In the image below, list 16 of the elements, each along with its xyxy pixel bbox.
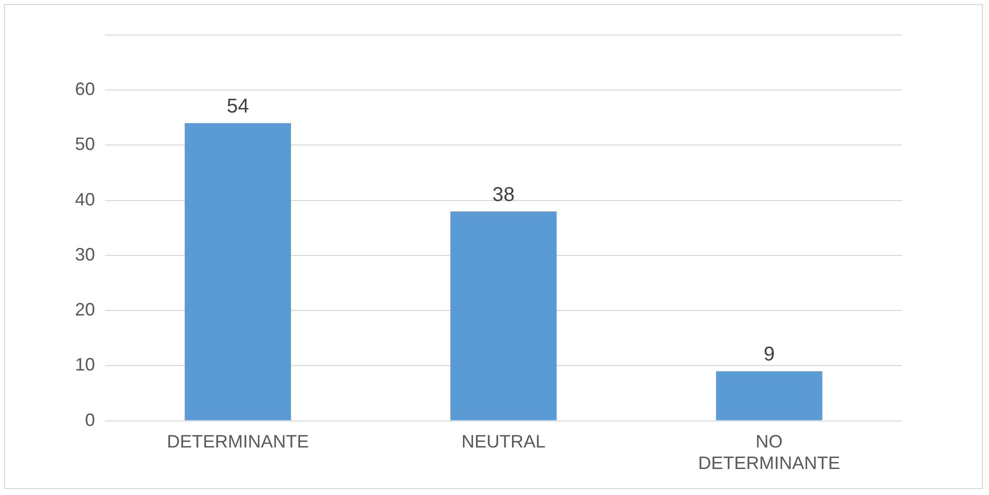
x-tick-label: NO DETERMINANTE xyxy=(698,432,840,474)
y-tick-label: 50 xyxy=(74,134,96,154)
y-tick-label: 40 xyxy=(74,189,96,210)
data-label: 38 xyxy=(492,184,515,206)
y-tick-label: 10 xyxy=(74,354,96,375)
data-label: 54 xyxy=(226,96,249,118)
y-tick-label: 30 xyxy=(74,244,96,264)
bar xyxy=(716,371,822,420)
data-label: 9 xyxy=(764,344,775,366)
bar xyxy=(450,211,557,420)
y-tick-label: 0 xyxy=(85,410,96,430)
y-tick-label: 60 xyxy=(74,79,96,100)
y-tick-label: 20 xyxy=(74,300,96,320)
x-tick-label: DETERMINANTE xyxy=(166,432,309,452)
bar xyxy=(184,123,291,420)
x-tick-label: NEUTRAL xyxy=(462,432,546,452)
